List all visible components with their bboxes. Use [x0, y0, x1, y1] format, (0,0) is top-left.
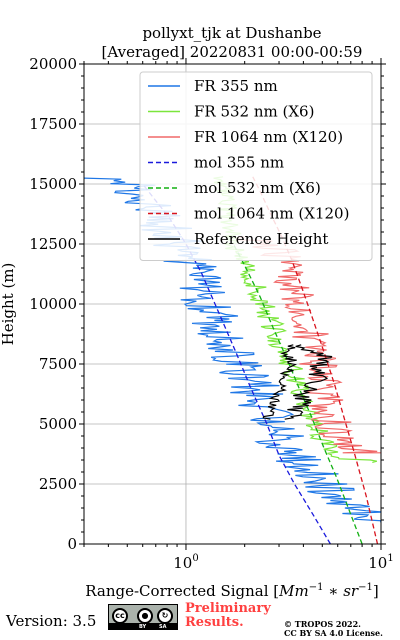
- legend-entry: mol 1064 nm (X120): [194, 205, 349, 223]
- x-tick-label: 101: [368, 553, 393, 572]
- legend-entry: FR 1064 nm (X120): [194, 128, 343, 146]
- legend-box: [139, 71, 373, 261]
- legend-entry: Reference Height: [194, 230, 328, 248]
- y-tick-label: 15000: [29, 175, 77, 193]
- copyright-note: © TROPOS 2022. CC BY SA 4.0 License.: [284, 620, 383, 638]
- legend: FR 355 nm FR 532 nm (X6) FR 1064 nm (X120)…: [139, 71, 373, 261]
- legend-entry: mol 532 nm (X6): [194, 179, 321, 197]
- x-tick-label: 100: [173, 553, 198, 572]
- series-6-line: [262, 344, 298, 420]
- y-tick-label: 0: [67, 535, 77, 553]
- preliminary-results-note: Preliminary Results.: [185, 602, 271, 630]
- version-label: Version: 3.5: [6, 612, 97, 630]
- badge-by: BY: [139, 624, 147, 630]
- axis-ticks: 0 2500 5000 7500 10000 12500 15000 17500 20000 10…: [29, 55, 393, 572]
- share-alike-icon: ↻: [157, 608, 173, 624]
- badge-strip: BY SA: [109, 623, 177, 630]
- chart-subtitle: [Averaged] 20220831 00:00-00:59: [102, 43, 363, 61]
- legend-entry: mol 355 nm: [194, 154, 284, 172]
- chart-title: pollyxt_tjk at Dushanbe: [142, 24, 321, 42]
- series-2-line: [235, 236, 381, 454]
- cc-icon: cc: [112, 608, 128, 624]
- axes-frame: [83, 63, 382, 545]
- y-tick-label: 20000: [29, 55, 77, 73]
- y-tick-label: 17500: [29, 115, 77, 133]
- y-tick-label: 10000: [29, 295, 77, 313]
- badge-sa: SA: [159, 624, 167, 630]
- y-tick-label: 2500: [39, 475, 77, 493]
- copyright-line-1: © TROPOS 2022.: [284, 619, 361, 629]
- series-4-line: [232, 243, 363, 544]
- legend-entry: FR 532 nm (X6): [194, 103, 314, 121]
- y-tick-label: 5000: [39, 415, 77, 433]
- copyright-line-2: CC BY SA 4.0 License.: [284, 628, 383, 638]
- y-axis-label: Height (m): [0, 263, 17, 346]
- preliminary-line-1: Preliminary: [185, 601, 271, 616]
- preliminary-line-2: Results.: [185, 615, 244, 630]
- cc-license-badge: cc ● ↻ BY SA: [108, 604, 178, 630]
- chart-canvas: pollyxt_tjk at Dushanbe [Averaged] 20220…: [0, 24, 394, 600]
- series-6-line: [284, 344, 333, 420]
- legend-entry: FR 355 nm: [194, 77, 278, 95]
- y-tick-label: 7500: [39, 355, 77, 373]
- person-icon: ●: [137, 608, 153, 624]
- y-tick-label: 12500: [29, 235, 77, 253]
- x-axis-label: Range-Corrected Signal [Mm−1 ∗ sr−1]: [85, 582, 378, 600]
- footer: Version: 3.5 cc ● ↻ BY SA Preliminary Re…: [0, 600, 400, 640]
